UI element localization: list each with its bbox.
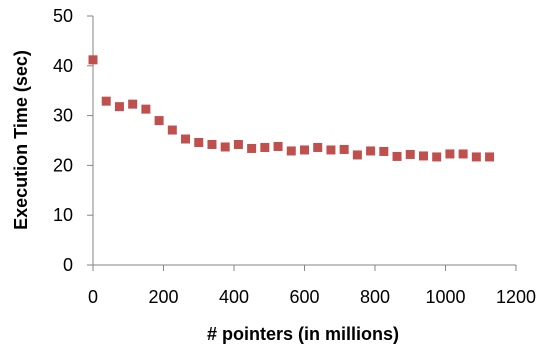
data-point	[313, 142, 323, 152]
data-point	[326, 145, 336, 155]
data-point	[392, 151, 402, 161]
data-point	[247, 143, 257, 153]
data-point	[300, 145, 309, 155]
data-point	[233, 139, 243, 149]
y-tick-label: 40	[53, 56, 73, 76]
y-tick-label: 30	[53, 106, 73, 126]
data-point	[154, 116, 164, 126]
x-tick-label: 400	[219, 287, 249, 307]
data-point	[220, 142, 230, 152]
x-tick-label: 1200	[496, 287, 536, 307]
y-tick-label: 20	[53, 155, 73, 175]
data-point	[181, 134, 191, 144]
x-axis-title: # pointers (in millions)	[207, 324, 399, 344]
x-tick-label: 200	[148, 287, 178, 307]
y-tick-label: 0	[63, 255, 73, 275]
y-tick-label: 10	[53, 205, 73, 225]
data-point	[286, 146, 296, 156]
data-point	[445, 149, 455, 159]
data-point	[141, 104, 151, 114]
data-point	[432, 152, 442, 162]
data-point	[366, 146, 376, 156]
data-point	[167, 125, 177, 135]
data-points	[88, 55, 495, 162]
data-point	[485, 152, 495, 162]
axes	[87, 15, 517, 271]
data-point	[194, 137, 204, 147]
data-point	[471, 152, 481, 162]
data-point	[458, 149, 468, 159]
data-point	[101, 96, 111, 106]
data-point	[273, 141, 283, 151]
data-point	[260, 142, 270, 152]
data-point	[88, 55, 98, 65]
x-tick-label: 0	[88, 287, 98, 307]
data-point	[352, 150, 362, 160]
data-point	[405, 149, 415, 159]
y-axis-title: Execution Time (sec)	[11, 50, 31, 230]
x-tick-label: 600	[289, 287, 319, 307]
data-point	[379, 146, 389, 156]
x-tick-label: 1000	[425, 287, 465, 307]
x-tick-label: 800	[360, 287, 390, 307]
data-point	[207, 139, 217, 149]
data-point	[418, 151, 428, 161]
data-point	[128, 99, 138, 109]
tick-labels: 0 10 20 30 40 50 0 200 400 600 800 1000 1200	[53, 6, 536, 307]
data-point	[339, 144, 349, 154]
data-point	[114, 102, 124, 112]
y-tick-label: 50	[53, 6, 73, 26]
